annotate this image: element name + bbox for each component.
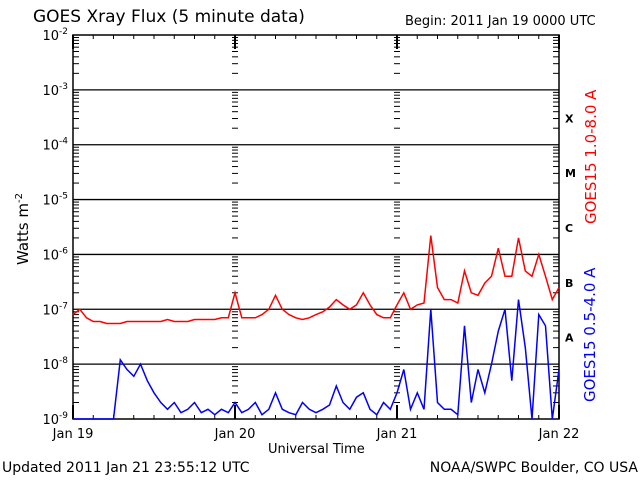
flare-class-label: A xyxy=(565,332,574,345)
y-tick-label: 10-2 xyxy=(42,27,68,44)
chart-title: GOES Xray Flux (5 minute data) xyxy=(33,7,305,27)
series-line-long xyxy=(72,235,560,325)
y-tick-label: 10-7 xyxy=(42,301,68,318)
series-line-short xyxy=(73,299,560,420)
y-tick-label: 10-9 xyxy=(42,411,68,428)
x-tick-label: Jan 19 xyxy=(52,427,94,442)
y-tick-label: 10-3 xyxy=(42,82,68,99)
flare-class-label: B xyxy=(565,277,573,290)
flare-class-label: C xyxy=(565,222,573,235)
x-axis-label: Universal Time xyxy=(268,442,365,457)
y-tick-label: 10-4 xyxy=(42,137,68,154)
flare-class-label: M xyxy=(565,167,576,180)
begin-time: Begin: 2011 Jan 19 0000 UTC xyxy=(405,14,596,29)
y-tick-label: 10-6 xyxy=(42,246,68,263)
plot-frame xyxy=(72,34,560,420)
y-tick-label: 10-8 xyxy=(42,356,68,373)
y-tick-label: 10-5 xyxy=(42,192,68,209)
footer-updated: Updated 2011 Jan 21 23:55:12 UTC xyxy=(2,460,250,476)
x-tick-label: Jan 21 xyxy=(376,427,418,442)
flare-class-label: X xyxy=(565,112,574,125)
footer-credit: NOAA/SWPC Boulder, CO USA xyxy=(429,460,638,476)
x-tick-label: Jan 20 xyxy=(214,427,256,442)
x-tick-label: Jan 22 xyxy=(538,427,580,442)
